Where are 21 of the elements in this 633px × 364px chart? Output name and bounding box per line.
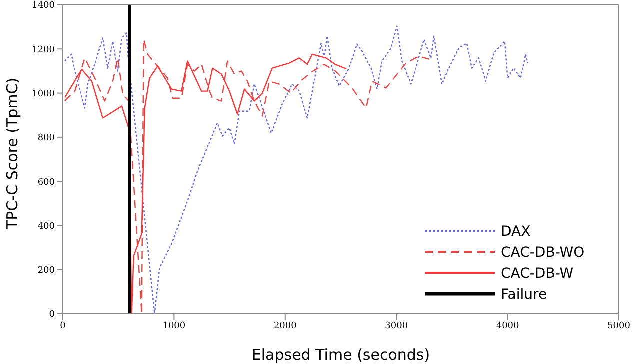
y-axis-title: TPC-C Score (TpmC)	[3, 78, 22, 230]
x-tick-label: 2000	[274, 321, 298, 332]
y-tick-label: 1000	[32, 89, 56, 100]
x-tick-label: 3000	[385, 321, 408, 332]
legend-label: CAC-DB-W	[501, 266, 574, 282]
y-tick-label: 1200	[32, 45, 56, 56]
x-tick-label: 5000	[608, 321, 631, 332]
y-tick-label: 800	[38, 134, 56, 144]
y-tick-label: 400	[38, 222, 56, 232]
legend-label: CAC-DB-WO	[501, 245, 585, 261]
y-tick-label: 200	[38, 266, 56, 276]
x-tick-label: 1000	[162, 321, 186, 332]
y-tick-label: 0	[49, 310, 56, 320]
y-tick-label: 600	[38, 178, 56, 188]
legend-label: DAX	[501, 224, 532, 240]
x-tick-label: 0	[60, 321, 66, 332]
x-axis-title: Elapsed Time (seconds)	[252, 346, 430, 364]
line-series	[64, 38, 430, 314]
y-tick-label: 1400	[32, 1, 56, 12]
x-tick-label: 4000	[496, 321, 520, 332]
legend-label: Failure	[501, 287, 548, 303]
